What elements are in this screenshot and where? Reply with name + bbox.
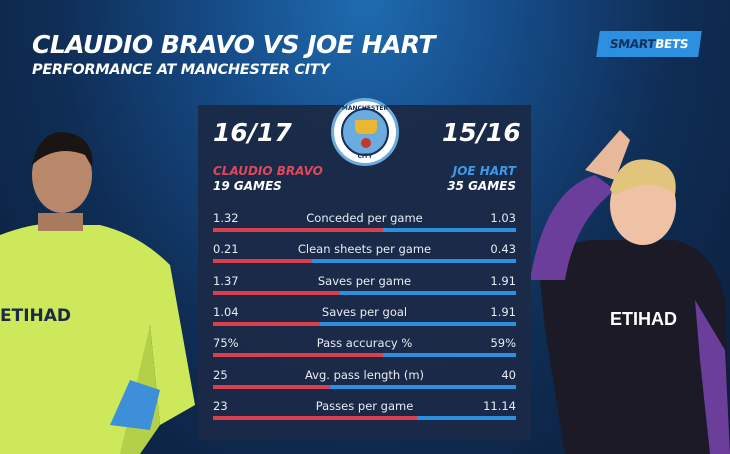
stat-row: 25 Avg. pass length (m) 40 [213, 368, 516, 394]
manchester-city-crest: MANCHESTER CITY [331, 98, 399, 166]
right-value: 11.14 [483, 398, 516, 413]
stat-label: Saves per goal [321, 304, 408, 319]
left-bar [213, 384, 330, 389]
stat-label: Pass accuracy % [316, 336, 413, 351]
claudio-bravo-photo [0, 132, 195, 454]
logo-text-1: SMART [608, 37, 657, 51]
right-bar [213, 228, 516, 232]
left-bar [213, 259, 313, 264]
left-player-name: CLAUDIO BRAVO [213, 164, 323, 178]
left-value: 1.32 [213, 211, 239, 225]
stat-label: Passes per game [315, 398, 414, 413]
right-bar [213, 259, 516, 264]
right-bar [213, 415, 516, 420]
left-value: 23 [213, 398, 228, 413]
stat-label: Saves per game [317, 273, 412, 288]
left-games: 19 GAMES [213, 179, 282, 193]
right-bar [213, 290, 516, 295]
joe-hart-photo: ETIHAD [530, 130, 730, 454]
left-bar [213, 415, 418, 420]
right-value: 1.03 [490, 211, 516, 225]
right-bar [213, 321, 516, 326]
stat-row: 0.21 Clean sheets per game 0.43 [213, 242, 516, 268]
stat-row: 1.37 Saves per game 1.91 [213, 274, 516, 300]
right-value: 59% [490, 336, 516, 351]
right-value: 1.91 [490, 304, 516, 319]
left-bar [213, 321, 320, 326]
stat-label: Avg. pass length (m) [304, 367, 425, 382]
left-value: 1.04 [213, 304, 239, 319]
stat-row: 23 Passes per game 11.14 [213, 399, 516, 425]
left-value: 75% [213, 336, 239, 351]
left-value: 1.37 [213, 273, 239, 288]
svg-text:ETIHAD: ETIHAD [610, 309, 677, 329]
stat-label: Clean sheets per game [297, 242, 432, 257]
left-bar [213, 290, 340, 295]
left-season: 16/17 [213, 118, 292, 147]
stat-row: 75% Pass accuracy % 59% [213, 336, 516, 362]
right-bar [213, 353, 516, 358]
crest-text-bottom: CITY [357, 153, 373, 160]
page-title: CLAUDIO BRAVO VS JOE HART [32, 30, 435, 59]
right-value: 40 [501, 367, 516, 382]
smartbets-logo: SMART BETS [596, 31, 702, 57]
right-value: 1.91 [490, 273, 516, 288]
left-bar [213, 228, 384, 232]
right-value: 0.43 [490, 242, 516, 257]
left-value: 0.21 [213, 242, 239, 257]
stat-row: 1.04 Saves per goal 1.91 [213, 305, 516, 331]
sponsor-text-left: ETIHAD [0, 306, 72, 326]
logo-text-2: BETS [654, 37, 690, 51]
left-bar [213, 353, 383, 358]
page-subtitle: PERFORMANCE AT MANCHESTER CITY [32, 62, 330, 78]
right-season: 15/16 [442, 118, 521, 147]
stat-label: Conceded per game [306, 211, 423, 225]
right-games: 35 GAMES [447, 179, 516, 193]
right-bar [213, 384, 516, 389]
stat-row: 1.32 Conceded per game 1.03 [213, 211, 516, 237]
right-player-name: JOE HART [452, 164, 516, 178]
left-value: 25 [213, 367, 228, 382]
crest-text-top: MANCHESTER [341, 105, 389, 112]
